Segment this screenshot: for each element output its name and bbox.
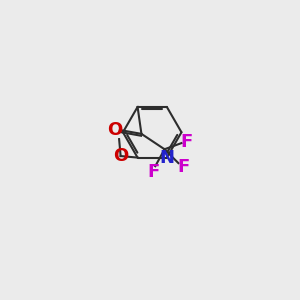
Text: F: F (177, 158, 189, 176)
Text: O: O (107, 121, 122, 139)
Text: O: O (113, 147, 128, 165)
Text: N: N (159, 148, 174, 166)
Text: F: F (148, 163, 160, 181)
Text: F: F (180, 133, 192, 151)
